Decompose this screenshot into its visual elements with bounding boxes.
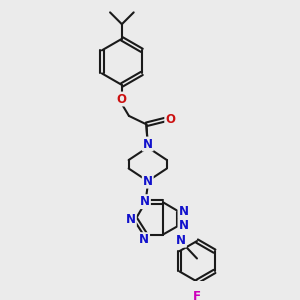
Text: N: N	[139, 233, 149, 246]
Text: N: N	[143, 175, 153, 188]
Text: O: O	[117, 92, 127, 106]
Text: N: N	[176, 234, 186, 247]
Text: F: F	[193, 290, 201, 300]
Text: N: N	[143, 137, 153, 151]
Text: N: N	[178, 205, 188, 218]
Text: N: N	[140, 195, 150, 208]
Text: N: N	[178, 219, 188, 232]
Text: O: O	[165, 113, 175, 126]
Text: N: N	[126, 213, 136, 226]
